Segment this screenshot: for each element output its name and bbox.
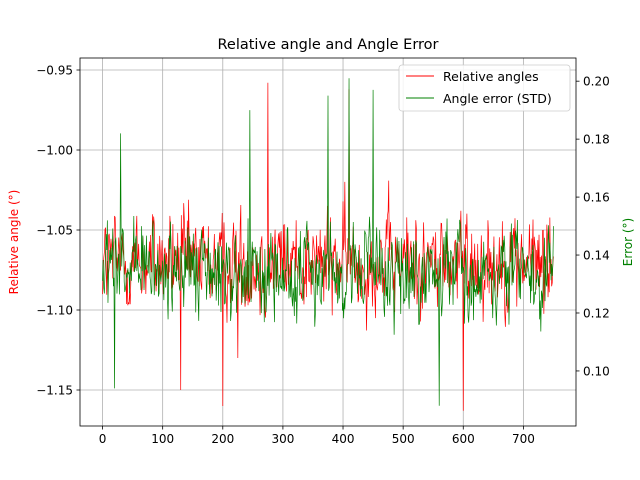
y-right-tick-label: 0.10 (583, 364, 610, 378)
grid (80, 58, 576, 426)
x-tick-label: 0 (99, 432, 107, 446)
series-line-angle-error (102, 78, 554, 406)
x-tick-label: 200 (211, 432, 234, 446)
legend-label-relative-angles: Relative angles (443, 69, 539, 84)
x-tick-label: 400 (332, 432, 355, 446)
y-left-tick-label: −1.05 (36, 224, 73, 238)
y-axis-left-label: Relative angle (°) (7, 190, 21, 295)
legend: Relative angles Angle error (STD) (398, 64, 571, 112)
y-right-tick-label: 0.12 (583, 306, 610, 320)
y-right-tick-label: 0.20 (583, 75, 610, 89)
legend-label-angle-error: Angle error (STD) (443, 91, 552, 106)
y-axis-right-label: Error (°) (621, 218, 635, 266)
x-tick-label: 500 (392, 432, 415, 446)
chart-title: Relative angle and Angle Error (217, 37, 438, 53)
axes-frame (79, 57, 577, 427)
y-axis-left: −0.95 −1.00 −1.05 −1.10 −1.15 (36, 64, 80, 398)
y-left-tick-label: −1.15 (36, 384, 73, 398)
y-left-tick-label: −1.10 (36, 304, 73, 318)
y-left-tick-label: −1.00 (36, 144, 73, 158)
x-tick-label: 100 (151, 432, 174, 446)
y-right-tick-label: 0.16 (583, 191, 610, 205)
y-right-tick-label: 0.14 (583, 249, 610, 263)
x-tick-label: 600 (452, 432, 475, 446)
plot-area (102, 78, 554, 411)
x-axis: 0 100 200 300 400 500 600 700 (99, 426, 535, 446)
series-line-relative-angles (102, 82, 554, 411)
y-axis-right: 0.10 0.12 0.14 0.16 0.18 0.20 (576, 75, 610, 378)
legend-box (398, 64, 571, 112)
x-tick-label: 700 (512, 432, 535, 446)
x-tick-label: 300 (271, 432, 294, 446)
y-left-tick-label: −0.95 (36, 64, 73, 78)
y-right-tick-label: 0.18 (583, 133, 610, 147)
